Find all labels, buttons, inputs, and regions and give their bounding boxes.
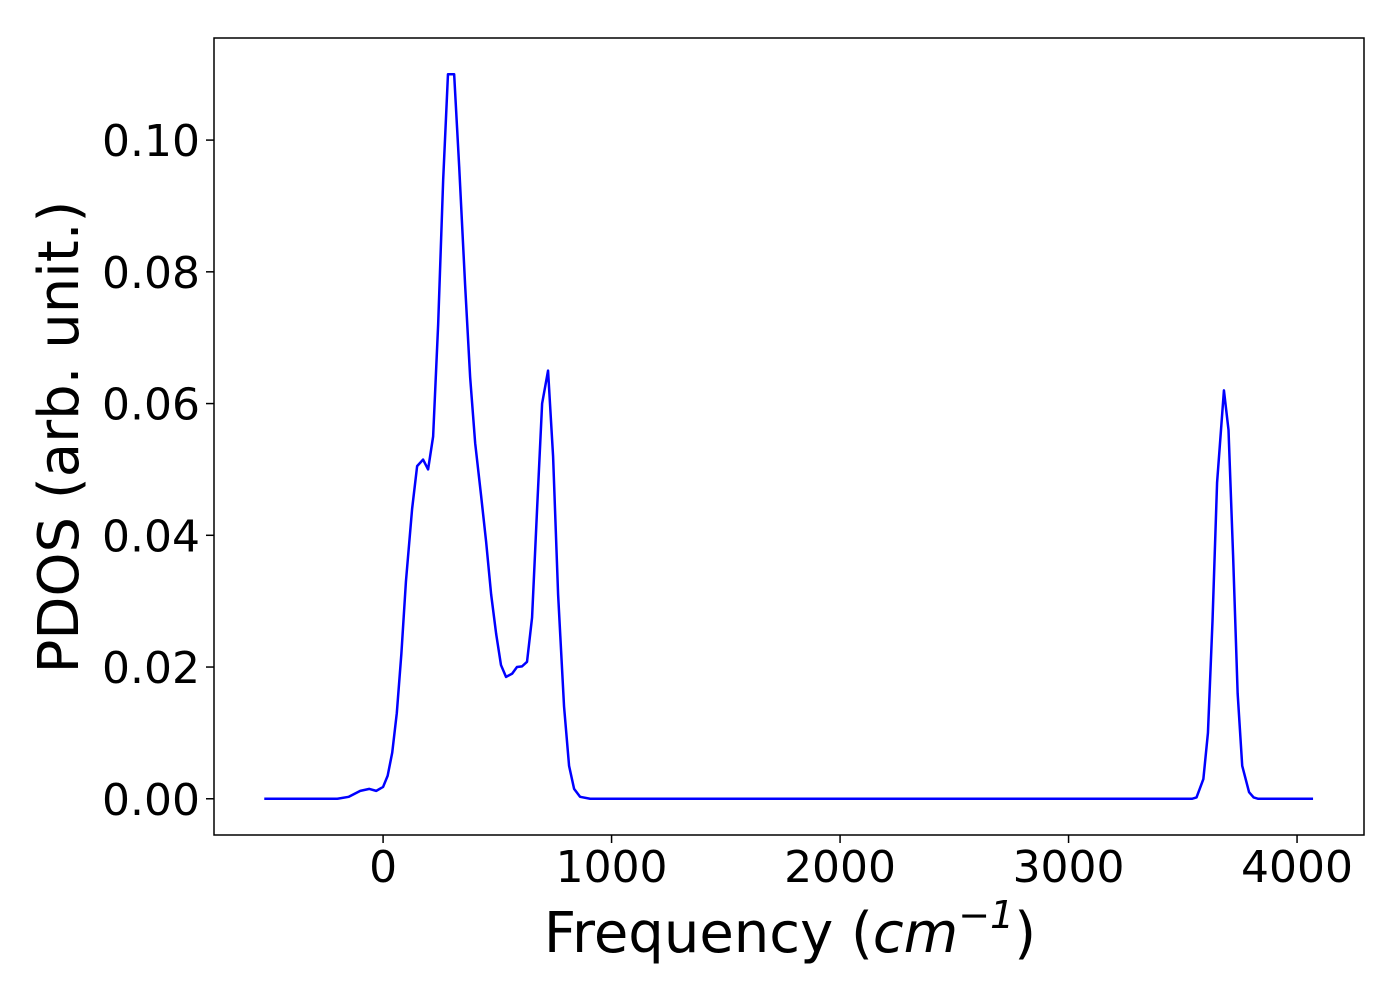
- y-tick-label: 0.02: [102, 643, 200, 694]
- line: [264, 72, 1314, 801]
- x-tick-label: 2000: [784, 842, 896, 893]
- x-label-close: ): [1014, 901, 1036, 966]
- x-label-exponent: −1: [958, 893, 1014, 937]
- y-tick-label: 0.00: [102, 775, 200, 826]
- x-label-text: Frequency (: [544, 901, 873, 966]
- x-tick-label: 4000: [1241, 842, 1353, 893]
- x-tick-label: 0: [369, 842, 397, 893]
- x-label-unit: cm: [873, 901, 958, 966]
- x-tick-label: 1000: [556, 842, 668, 893]
- y-tick-label: 0.06: [102, 380, 200, 431]
- y-axis-label: PDOS (arb. unit.): [27, 201, 92, 674]
- plot-frame: [213, 37, 1365, 836]
- y-tick-label: 0.04: [102, 511, 200, 562]
- y-tick-label: 0.08: [102, 248, 200, 299]
- x-tick-label: 3000: [1013, 842, 1125, 893]
- y-tick-label: 0.10: [102, 116, 200, 167]
- x-axis-label: Frequency (cm−1): [544, 893, 1036, 966]
